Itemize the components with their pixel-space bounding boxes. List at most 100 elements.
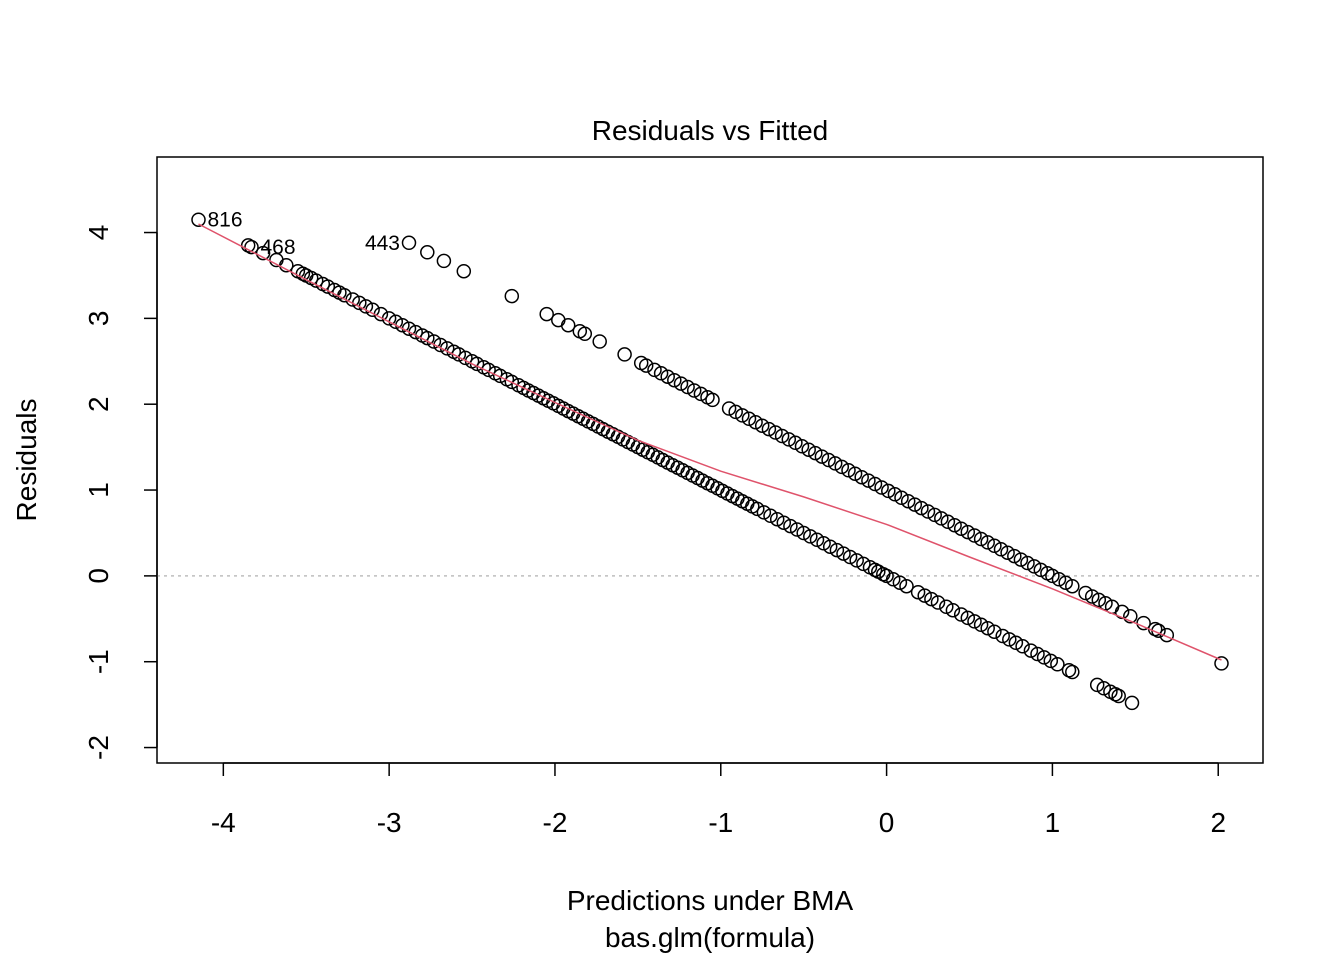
y-tick-label: 1 <box>83 482 114 498</box>
data-point <box>874 480 889 495</box>
data-point <box>794 439 810 454</box>
data-point <box>973 617 989 633</box>
point-label: 468 <box>261 236 296 259</box>
data-point <box>693 386 709 402</box>
data-point <box>894 490 909 506</box>
data-point <box>924 591 939 607</box>
data-point <box>953 521 969 536</box>
data-point <box>960 610 976 626</box>
data-point <box>960 524 976 540</box>
data-point <box>945 602 961 618</box>
data-point <box>308 273 324 288</box>
data-point <box>1033 562 1049 578</box>
data-point <box>492 368 508 384</box>
data-point <box>244 239 259 255</box>
smooth-trend-line <box>198 223 1222 661</box>
data-point <box>1015 639 1030 654</box>
data-point <box>754 418 770 433</box>
data-point <box>953 607 969 622</box>
data-point <box>481 362 496 378</box>
data-point <box>1050 657 1065 672</box>
data-point <box>849 553 864 568</box>
y-tick-label: 4 <box>83 225 114 241</box>
data-point <box>504 374 520 390</box>
data-point <box>577 326 593 342</box>
data-point <box>899 578 914 594</box>
data-point <box>295 266 311 281</box>
data-point <box>1030 646 1045 662</box>
data-point <box>1091 592 1107 608</box>
x-tick-label: 0 <box>879 807 895 838</box>
x-axis: -4 -3 -2 -1 0 1 2 <box>211 762 1226 838</box>
data-point <box>939 599 954 615</box>
data-point <box>617 347 632 362</box>
data-point <box>842 549 858 565</box>
data-point <box>993 542 1009 557</box>
data-point <box>1089 677 1105 693</box>
data-point <box>879 568 894 584</box>
data-point <box>1036 650 1052 665</box>
data-point <box>191 212 206 227</box>
data-point <box>1123 608 1138 624</box>
data-point <box>781 432 797 447</box>
data-point <box>801 442 816 457</box>
x-tick-label: -1 <box>708 807 733 838</box>
data-point <box>980 535 995 550</box>
data-point <box>653 366 669 381</box>
data-point <box>881 483 896 499</box>
data-point <box>741 411 757 427</box>
data-point <box>1020 555 1035 571</box>
data-point <box>1000 545 1015 560</box>
data-point <box>667 372 682 388</box>
y-axis: -2 -1 0 1 2 3 4 <box>83 225 158 760</box>
data-point <box>910 584 926 600</box>
y-tick-label: 3 <box>83 311 114 327</box>
data-point <box>279 257 294 273</box>
data-point <box>560 317 576 333</box>
data-point <box>917 588 932 603</box>
data-point <box>783 518 798 534</box>
data-point <box>776 515 792 530</box>
data-point <box>900 493 916 509</box>
data-point <box>373 306 389 322</box>
data-point <box>756 505 772 520</box>
data-point <box>705 392 720 408</box>
data-point <box>420 245 435 260</box>
data-point <box>539 306 554 322</box>
data-point <box>836 546 851 561</box>
data-point <box>973 531 989 547</box>
y-tick-label: -1 <box>83 649 114 674</box>
data-point <box>914 500 929 516</box>
y-tick-label: 2 <box>83 396 114 412</box>
data-point <box>436 253 452 269</box>
data-point <box>920 504 936 519</box>
data-point <box>885 572 901 587</box>
data-point <box>761 421 777 437</box>
data-point <box>1008 635 1024 651</box>
data-point <box>814 449 830 464</box>
data-point <box>401 235 417 251</box>
data-point <box>861 473 876 488</box>
data-point <box>854 469 869 485</box>
data-point <box>821 452 836 468</box>
point-label: 443 <box>365 232 400 255</box>
data-point <box>1124 695 1140 711</box>
plot-frame <box>156 156 1264 764</box>
data-point <box>934 511 949 526</box>
data-point <box>686 383 702 398</box>
data-point <box>774 428 790 444</box>
point-label: 816 <box>208 209 243 232</box>
data-point <box>1065 664 1080 680</box>
x-tick-label: -2 <box>543 807 568 838</box>
data-point <box>1111 688 1126 704</box>
data-point <box>1013 552 1029 567</box>
data-point <box>796 525 811 541</box>
data-point <box>940 514 956 530</box>
data-point <box>834 459 850 475</box>
data-point <box>638 358 654 373</box>
data-point <box>1214 656 1229 671</box>
data-point <box>1084 589 1100 604</box>
chart-title: Residuals vs Fitted <box>592 115 829 146</box>
data-point <box>1043 653 1059 669</box>
